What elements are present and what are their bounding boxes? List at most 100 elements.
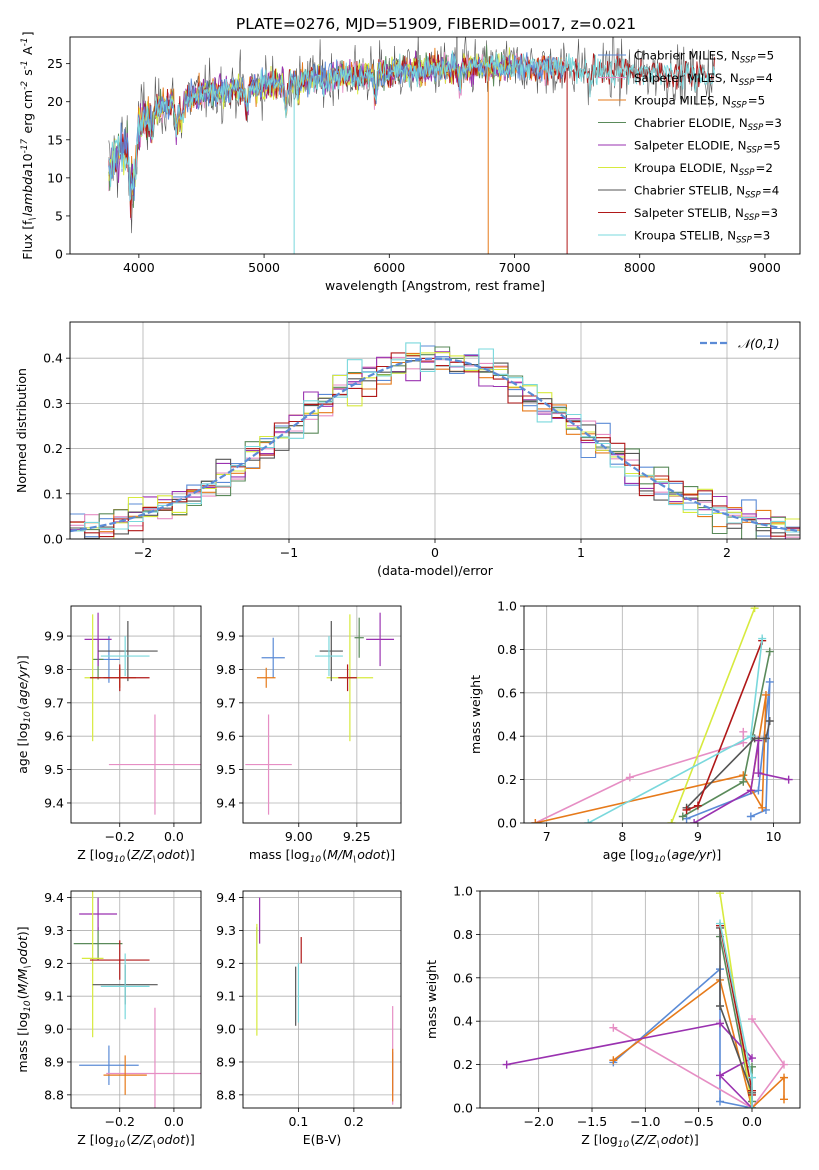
mass_vs_Z-plot-area xyxy=(73,891,201,1108)
x-tick-label: −0.2 xyxy=(105,829,135,844)
y-tick-label: 9.5 xyxy=(44,762,64,777)
x-tick-label: 0.0 xyxy=(164,829,184,844)
errorbar-kroupa_elodie xyxy=(81,891,104,1038)
x-tick-label: −1.5 xyxy=(577,1114,607,1129)
weight-marker xyxy=(746,786,755,795)
x-axis-label: (data-model)/error xyxy=(377,563,494,578)
x-tick-label: 5000 xyxy=(248,260,280,275)
weight-marker xyxy=(739,727,748,736)
spectrum-series-kroupa_stelib xyxy=(108,50,715,202)
y-tick-label: 8.8 xyxy=(44,1087,64,1102)
x-tick-label: 6000 xyxy=(373,260,405,275)
x-tick-label: 4000 xyxy=(123,260,155,275)
errorbar-kroupa_stelib xyxy=(100,953,150,1020)
y-tick-label: 15 xyxy=(47,132,63,147)
panels: 4000 5000 6000 7000 8000 90000510152025wavele… xyxy=(14,31,801,1150)
mass_vs_ebv-plot-area xyxy=(256,897,394,1105)
y-axis-label: Normed distribution xyxy=(14,368,29,493)
spectrum-series-chabrier_miles xyxy=(108,52,566,201)
legend-entry: Salpeter MILES, NSSP =4 xyxy=(634,71,773,88)
errorbar-salpeter_miles xyxy=(108,714,201,815)
axes-frame xyxy=(523,605,801,824)
errorbar-kroupa_stelib xyxy=(100,636,150,677)
age_vs_mass-plot-area xyxy=(245,612,395,815)
axes-frame xyxy=(70,605,202,824)
legend-entry: Chabrier MILES, NSSP =5 xyxy=(634,49,774,66)
weight-marker xyxy=(748,1104,756,1108)
weight-line-kroupa_elodie xyxy=(670,607,756,823)
weight-marker xyxy=(780,1073,788,1082)
weight-marker xyxy=(746,812,755,821)
weight-line-kroupa_miles xyxy=(535,694,767,823)
weight-marker xyxy=(716,1071,724,1080)
y-tick-label: 9.4 xyxy=(216,890,236,905)
errorbar-chabrier_stelib xyxy=(98,621,158,682)
y-tick-label: 0.0 xyxy=(43,532,63,547)
y-tick-label: 25 xyxy=(47,56,63,71)
legend-entry: Kroupa ELODIE, NSSP =2 xyxy=(634,161,773,178)
errorbar-salpeter_stelib xyxy=(89,940,150,980)
x-tick-label: −1 xyxy=(280,545,298,560)
weight-marker xyxy=(716,919,724,928)
x-tick-label: 2 xyxy=(723,545,731,560)
y-tick-label: 9.2 xyxy=(216,956,236,971)
errorbar-salpeter_miles xyxy=(106,1007,201,1108)
histogram-kroupa_elodie xyxy=(70,352,800,539)
y-axis-label: mass [log10 (M/M\ odot)] xyxy=(15,926,33,1072)
x-tick-label: 0 xyxy=(431,545,439,560)
y-tick-label: 10 xyxy=(47,170,63,185)
weight-marker xyxy=(754,769,763,778)
x-tick-label: −0.5 xyxy=(683,1114,713,1129)
weight-marker xyxy=(716,1097,724,1106)
errorbar-chabrier_elodie xyxy=(354,617,364,658)
x-tick-label: 8 xyxy=(618,829,626,844)
y-tick-label: 9.6 xyxy=(216,729,236,744)
y-tick-label: 9.0 xyxy=(216,1022,236,1037)
figure-title: PLATE=0276, MJD=51909, FIBERID=0017, z=0… xyxy=(236,15,636,33)
weight-marker xyxy=(531,819,540,823)
y-tick-label: 9.5 xyxy=(216,762,236,777)
errorbar-salpeter_elodie xyxy=(84,612,112,667)
y-tick-label: 9.4 xyxy=(44,890,64,905)
spectrum-panel: 4000 5000 6000 7000 8000 9000 0 5 10 15 20 25 wavele… xyxy=(20,31,801,293)
spectrum-plot-area xyxy=(108,37,715,254)
errorbar-kroupa_stelib xyxy=(315,636,343,677)
weight-marker xyxy=(761,734,770,743)
y-tick-label: 8.9 xyxy=(44,1054,64,1069)
y-tick-label: 0.6 xyxy=(453,970,473,985)
weight_vs_age-panel: 7 8 9 10 0.0 0.2 0.4 0.6 0.8 1.0 age [log10 (age/y… xyxy=(468,599,801,865)
x-tick-label: 1 xyxy=(577,545,585,560)
y-tick-label: 0.4 xyxy=(453,1014,473,1029)
weight-marker xyxy=(609,1023,618,1032)
errorbar-chabrier_miles xyxy=(79,1045,139,1085)
axes-frame xyxy=(242,605,402,824)
histogram-chabrier_elodie xyxy=(70,346,800,539)
weight-marker xyxy=(748,1054,756,1063)
y-tick-label: 9.4 xyxy=(216,795,236,810)
y-tick-label: 1.0 xyxy=(453,884,473,899)
weight-marker xyxy=(748,1015,756,1024)
x-tick-label: 7000 xyxy=(499,260,531,275)
weight-marker xyxy=(746,732,755,741)
y-tick-label: 0.8 xyxy=(497,642,517,657)
x-tick-label: −2 xyxy=(134,545,152,560)
spectrum-legend: Chabrier MILES, NSSP =5 Salpeter MILES, N… xyxy=(598,49,782,246)
histogram-salpeter_elodie xyxy=(70,351,800,539)
y-tick-label: 9.1 xyxy=(44,989,64,1004)
x-axis-label: mass [log10 (M/M\ odot)] xyxy=(249,847,395,865)
y-tick-label: 9.7 xyxy=(216,695,236,710)
x-tick-label: 0.2 xyxy=(344,1114,364,1129)
legend-entry: Kroupa MILES, NSSP =5 xyxy=(634,94,765,111)
y-axis-label: mass weight xyxy=(424,960,439,1039)
axes-frame xyxy=(242,890,402,1109)
weight-marker xyxy=(750,606,759,613)
x-tick-label: −2.0 xyxy=(523,1114,553,1129)
weight-line-salpeter_stelib xyxy=(719,925,753,1095)
weight-line-kroupa_miles xyxy=(612,978,785,1108)
weight-marker xyxy=(609,1056,618,1065)
age_vs_Z-plot-area xyxy=(84,612,201,815)
y-tick-label: 0.4 xyxy=(497,729,517,744)
spectrum-series-chabrier_stelib xyxy=(108,37,715,234)
x-axis-label: age [log10 (age/yr)] xyxy=(603,847,722,865)
weight-marker xyxy=(678,812,687,821)
